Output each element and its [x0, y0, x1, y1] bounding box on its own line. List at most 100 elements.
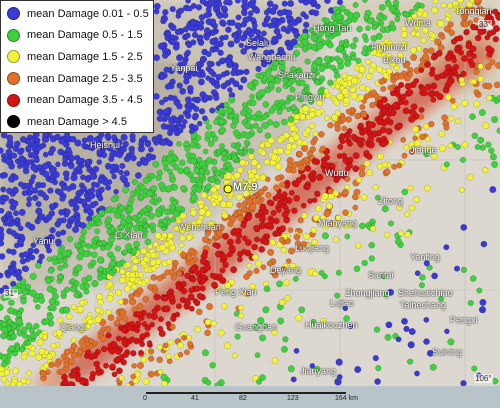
- legend-item: mean Damage 2.5 - 3.5: [7, 68, 153, 90]
- damage-dot: [37, 339, 44, 346]
- damage-dot: [148, 355, 155, 362]
- damage-dot: [205, 157, 214, 165]
- damage-dot: [141, 135, 148, 142]
- damage-dot: [122, 249, 128, 256]
- damage-dot: [149, 198, 156, 205]
- damage-dot: [304, 165, 312, 172]
- damage-dot: [122, 315, 129, 322]
- damage-dot: [341, 188, 349, 196]
- damage-dot: [303, 232, 311, 240]
- damage-dot: [264, 233, 271, 239]
- damage-dot: [342, 305, 349, 312]
- damage-dot: [242, 149, 248, 156]
- damage-dot: [64, 208, 71, 216]
- damage-dot: [246, 262, 253, 269]
- damage-dot: [439, 144, 447, 152]
- damage-dot: [307, 172, 315, 180]
- damage-dot: [484, 34, 491, 41]
- damage-dot: [302, 104, 310, 113]
- damage-dot: [388, 20, 395, 27]
- damage-dot: [262, 238, 270, 246]
- damage-dot: [267, 137, 275, 144]
- damage-dot: [150, 252, 157, 259]
- damage-dot: [444, 16, 451, 22]
- damage-dot: [91, 251, 98, 258]
- damage-dot: [88, 354, 95, 361]
- coordinate-label: 31°: [4, 289, 19, 298]
- damage-dot: [480, 240, 488, 248]
- damage-dot: [287, 365, 295, 373]
- damage-dot: [273, 229, 280, 236]
- damage-dot: [31, 146, 38, 152]
- damage-dot: [75, 264, 83, 272]
- damage-dot: [62, 262, 69, 269]
- damage-dot: [423, 184, 431, 192]
- damage-dot: [171, 264, 178, 271]
- damage-dot: [114, 319, 121, 326]
- scale-tick: 123: [287, 395, 299, 402]
- damage-dot: [241, 101, 248, 108]
- damage-dot: [376, 99, 384, 107]
- damage-dot: [323, 55, 331, 63]
- damage-dot: [239, 180, 246, 187]
- damage-dot: [146, 340, 153, 346]
- damage-dot: [157, 222, 164, 228]
- damage-dot: [396, 122, 403, 130]
- damage-dot: [186, 334, 192, 341]
- damage-dot: [167, 293, 176, 301]
- damage-dot: [293, 194, 301, 202]
- damage-dot: [157, 42, 166, 50]
- damage-dot: [289, 124, 297, 132]
- damage-dots: [0, 0, 500, 389]
- damage-dot: [332, 236, 339, 243]
- damage-dot: [362, 0, 368, 3]
- damage-dot: [129, 336, 136, 343]
- damage-dot: [164, 35, 171, 41]
- place-label: Yanu: [33, 236, 54, 246]
- damage-dot: [119, 174, 127, 182]
- damage-dot: [271, 329, 278, 336]
- damage-dot: [245, 26, 252, 33]
- damage-dot: [271, 357, 279, 365]
- damage-dot: [21, 190, 28, 197]
- legend-swatch: [7, 50, 20, 64]
- damage-dot: [285, 99, 291, 105]
- damage-dot: [0, 226, 5, 234]
- damage-dot: [323, 115, 330, 122]
- damage-dot: [185, 0, 191, 4]
- damage-dot: [424, 136, 431, 142]
- damage-dot: [458, 186, 465, 193]
- damage-dot: [387, 84, 394, 91]
- damage-dot: [173, 210, 181, 218]
- damage-dot: [404, 82, 412, 90]
- damage-dot: [293, 233, 301, 241]
- damage-dot: [435, 49, 443, 57]
- damage-dot: [157, 369, 164, 375]
- damage-dot: [429, 363, 437, 371]
- damage-dot: [48, 361, 55, 368]
- damage-dot: [243, 139, 250, 146]
- damage-dot: [344, 233, 351, 240]
- place-label: Lujiao: [330, 298, 355, 308]
- damage-dot: [266, 119, 274, 126]
- damage-dot: [167, 232, 174, 239]
- damage-dot: [70, 337, 77, 344]
- damage-dot: [210, 89, 218, 96]
- damage-dot: [341, 87, 349, 96]
- damage-dot: [340, 26, 347, 33]
- place-label: Suining: [432, 347, 463, 357]
- damage-dot: [443, 161, 450, 168]
- damage-dot: [414, 270, 421, 277]
- damage-dot: [255, 163, 262, 170]
- damage-dot: [409, 46, 417, 54]
- damage-dot: [189, 209, 197, 217]
- damage-dot: [94, 366, 101, 373]
- damage-dot: [1, 326, 9, 334]
- damage-dot: [246, 82, 254, 90]
- damage-dot: [450, 38, 458, 45]
- damage-dot: [334, 378, 342, 386]
- damage-dot: [15, 311, 23, 318]
- damage-dot: [300, 202, 307, 209]
- damage-dot: [169, 24, 177, 32]
